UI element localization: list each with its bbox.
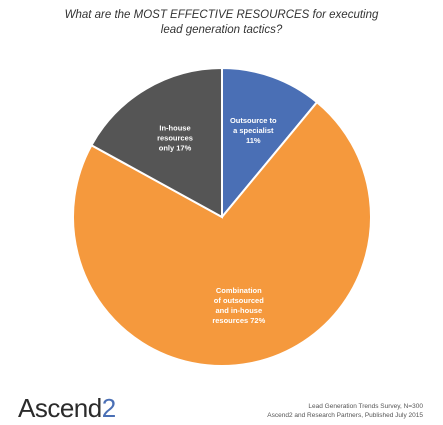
source-note: Lead Generation Trends Survey, N=300 Asc… xyxy=(163,402,423,420)
pie-slice-label-2: Combination of outsourced and in-house reso… xyxy=(212,286,265,325)
source-line2: Ascend2 and Research Partners, Published… xyxy=(267,412,423,419)
pie-slice-label-line: Outsource to xyxy=(230,116,277,125)
logo-main-text: Ascend xyxy=(18,393,102,423)
pie-slice-1 xyxy=(221,66,319,220)
pie-slice-2 xyxy=(72,100,372,367)
pie-slice-label-line: resources xyxy=(157,134,193,143)
pie-slice-label-line: Combination xyxy=(216,286,262,295)
pie-slice-3 xyxy=(90,66,223,219)
pie-slice-label-line: a specialist xyxy=(233,126,274,135)
chart-title-line1: What are the MOST EFFECTIVE RESOURCES fo… xyxy=(64,9,379,21)
chart-title: What are the MOST EFFECTIVE RESOURCES fo… xyxy=(20,8,423,38)
pie-slice-label-line: resources 72% xyxy=(212,316,265,325)
pie-slice-label-line: 11% xyxy=(246,136,261,145)
chart-title-line2: lead generation tactics? xyxy=(160,24,283,36)
pie-slice-label-1: Outsource to a specialist 11% xyxy=(230,116,277,145)
pie-slice-label-line: only 17% xyxy=(159,144,192,153)
pie-slice-label-3: In-house resources only 17% xyxy=(157,124,193,153)
logo-suffix-text: 2 xyxy=(101,393,116,423)
pie-slice-label-line: In-house xyxy=(159,124,190,133)
pie-slice-label-line: of outsourced xyxy=(214,296,264,305)
ascend2-logo: Ascend2 xyxy=(18,393,116,424)
source-line1: Lead Generation Trends Survey, N=300 xyxy=(308,403,423,410)
pie-slice-label-line: and in-house xyxy=(215,306,262,315)
